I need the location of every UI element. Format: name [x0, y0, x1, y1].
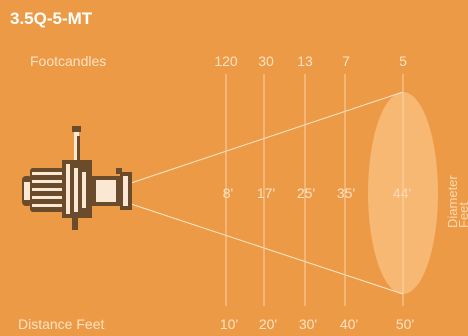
distance-value: 30' — [299, 316, 317, 332]
distance-values: 10' 20' 30' 40' 50' — [220, 316, 414, 332]
diameter-axis-label: Diameter — [445, 175, 460, 228]
footcandle-value: 7 — [342, 53, 350, 69]
distance-value: 40' — [340, 316, 358, 332]
footcandle-value: 30 — [258, 53, 274, 69]
footcandle-value: 120 — [214, 53, 238, 69]
footcandle-value: 5 — [399, 53, 407, 69]
distance-label: Distance Feet — [18, 316, 104, 332]
diameter-value: 8' — [223, 185, 233, 201]
diameter-value: 35' — [337, 185, 355, 201]
beam-upper-edge — [130, 91, 404, 184]
distance-guides — [225, 74, 404, 306]
diagram-title: 3.5Q-5-MT — [10, 9, 93, 28]
beam-lower-edge — [130, 203, 404, 295]
distance-value: 20' — [259, 316, 277, 332]
diameter-value: 44' — [393, 185, 411, 201]
spotlight-icon — [22, 126, 132, 230]
footcandle-values: 120 30 13 7 5 — [214, 53, 407, 69]
diameter-values: 8' 17' 25' 35' 44' — [223, 185, 411, 201]
diameter-value: 17' — [257, 185, 275, 201]
diameter-axis-label-cont: Feet — [456, 202, 468, 228]
diameter-value: 25' — [297, 185, 315, 201]
distance-value: 10' — [220, 316, 238, 332]
footcandles-label: Footcandles — [30, 53, 106, 69]
footcandle-value: 13 — [297, 53, 313, 69]
distance-value: 50' — [396, 316, 414, 332]
